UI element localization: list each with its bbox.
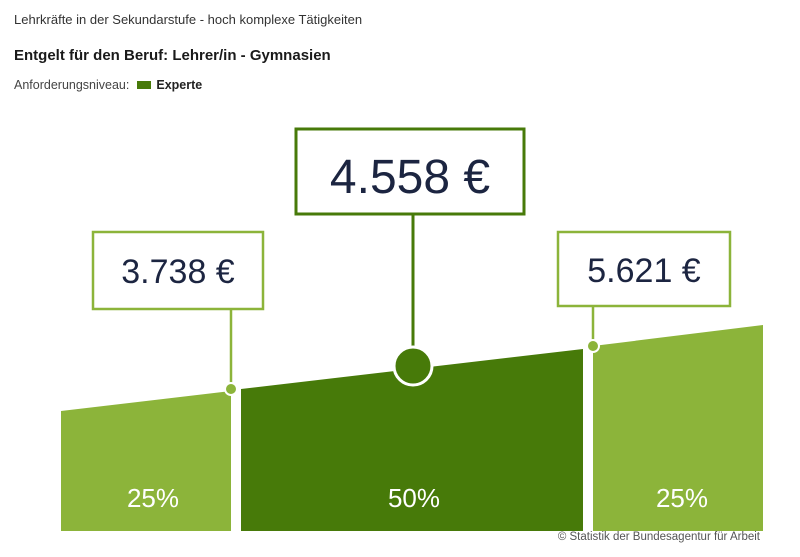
value-median: 4.558 € [330, 151, 490, 204]
segment-label-middle: 50% [388, 483, 440, 513]
marker-q3 [586, 339, 600, 353]
segment-lower-25 [61, 391, 231, 531]
value-box-q1 [91, 230, 265, 311]
segment-upper-25 [593, 325, 763, 531]
value-q3: 5.621 € [587, 252, 701, 290]
level-swatch [137, 81, 152, 89]
value-box-median [294, 127, 526, 216]
value-box-q3 [556, 230, 732, 308]
value-q1: 3.738 € [121, 253, 235, 291]
segment-label-lower: 25% [127, 483, 179, 513]
level-legend: Anforderungsniveau: Experte [14, 78, 202, 92]
chart-subtitle: Lehrkräfte in der Sekundarstufe - hoch k… [14, 12, 363, 27]
level-value: Experte [156, 78, 203, 92]
level-label: Anforderungsniveau: [14, 78, 130, 92]
marker-median [392, 345, 434, 387]
segment-label-upper: 25% [656, 483, 708, 513]
segment-middle-50 [241, 349, 583, 531]
source-credit: © Statistik der Bundesagentur für Arbeit [557, 531, 760, 543]
marker-q1 [224, 382, 238, 396]
chart-title: Entgelt für den Beruf: Lehrer/in - Gymna… [14, 47, 331, 64]
